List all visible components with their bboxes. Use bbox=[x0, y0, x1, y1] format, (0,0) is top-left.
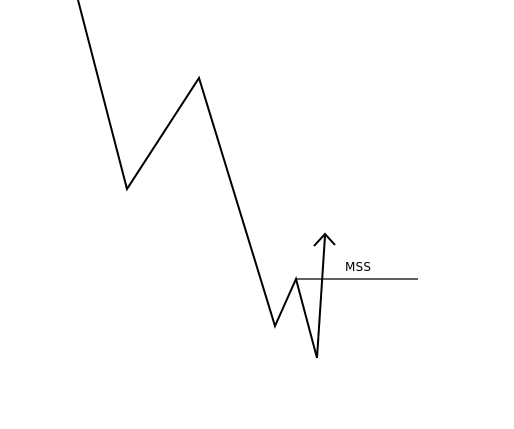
arrow-head-icon bbox=[313, 232, 336, 247]
breakout-arrow-shaft bbox=[316, 235, 326, 359]
mss-label: MSS bbox=[345, 260, 372, 274]
price-path bbox=[77, 0, 318, 359]
